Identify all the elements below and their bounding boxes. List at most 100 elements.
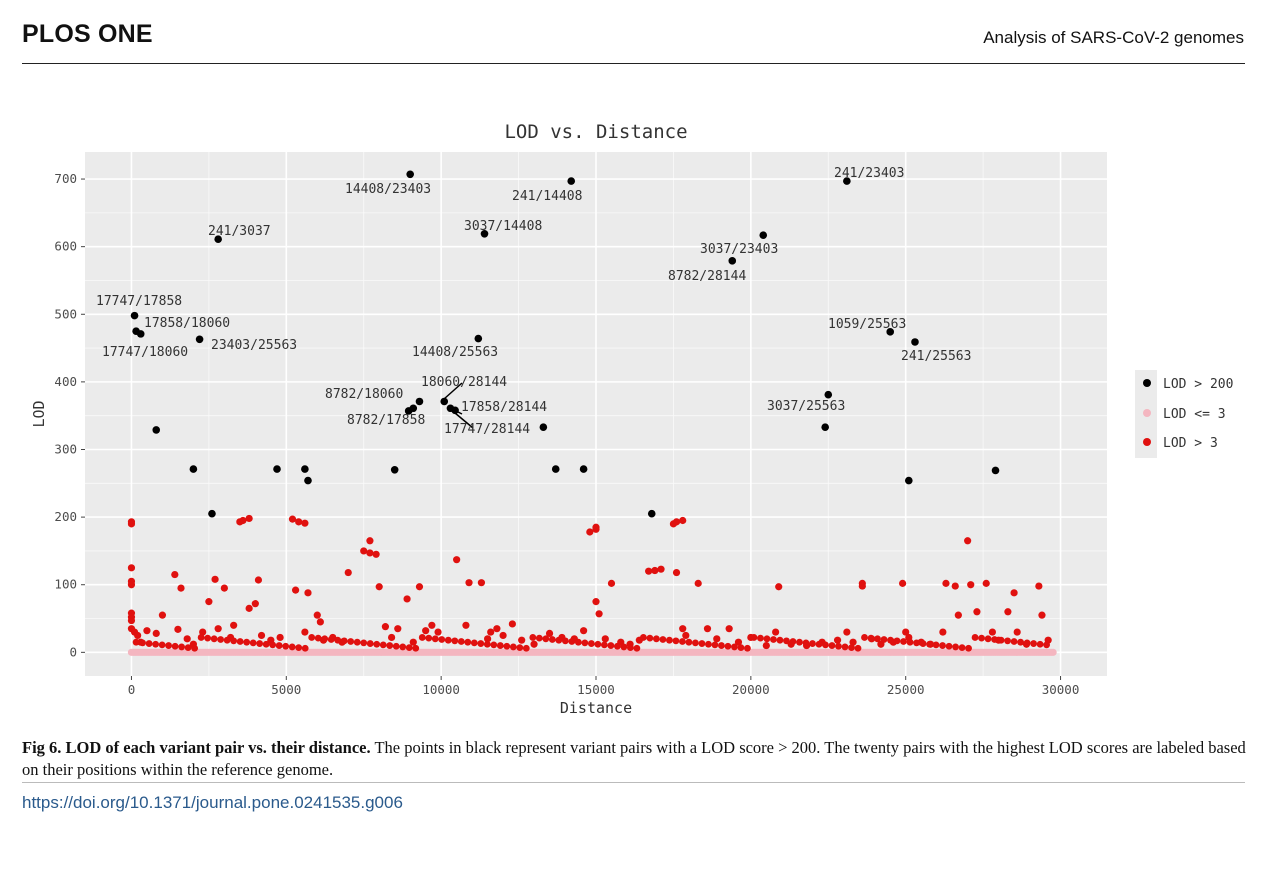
lod-gt-3-point bbox=[487, 628, 495, 636]
lod-gt-200-point bbox=[195, 335, 204, 344]
lod-gt-3-point bbox=[561, 637, 569, 645]
lod-gt-3-point bbox=[954, 611, 962, 619]
point-label: 17747/17858 bbox=[96, 294, 182, 309]
point-label: 17858/28144 bbox=[461, 400, 547, 415]
lod-gt-3-point bbox=[477, 640, 485, 647]
point-label: 18060/28144 bbox=[421, 375, 507, 390]
legend-key-lod-le-3 bbox=[1143, 409, 1151, 417]
lod-gt-3-point bbox=[174, 625, 182, 633]
lod-gt-3-point bbox=[595, 610, 603, 618]
leader-line bbox=[454, 412, 474, 429]
lod-gt-3-point bbox=[620, 643, 628, 651]
lod-gt-3-point bbox=[152, 640, 160, 648]
lod-gt-200-point bbox=[886, 328, 895, 336]
lod-gt-200-series bbox=[130, 170, 1000, 518]
point-label: 1059/25563 bbox=[828, 317, 906, 332]
lod-gt-3-point bbox=[457, 638, 465, 645]
lod-gt-3-point bbox=[750, 634, 758, 641]
caption-body: The points in black represent variant pa… bbox=[22, 738, 1246, 779]
lod-gt-3-point bbox=[470, 639, 478, 647]
lod-gt-3-point bbox=[301, 644, 309, 652]
lod-gt-3-point bbox=[913, 639, 920, 647]
lod-gt-200-point bbox=[728, 257, 737, 265]
lod-gt-3-point bbox=[530, 640, 538, 648]
lod-gt-3-point bbox=[601, 635, 609, 643]
lod-gt-3-point bbox=[592, 598, 600, 606]
lod-gt-3-point bbox=[586, 528, 594, 536]
lod-gt-3-point bbox=[316, 618, 324, 626]
lod-gt-3-point bbox=[672, 637, 680, 645]
lod-gt-3-point bbox=[991, 636, 998, 643]
doi-link[interactable]: https://doi.org/10.1371/journal.pone.024… bbox=[22, 793, 403, 812]
lod-gt-3-point bbox=[932, 641, 940, 649]
lod-gt-3-point bbox=[770, 636, 777, 643]
lod-gt-200-point bbox=[415, 397, 424, 406]
lod-gt-200-point bbox=[911, 338, 919, 346]
lod-gt-3-point bbox=[906, 638, 914, 646]
lod-gt-3-point bbox=[418, 634, 426, 641]
x-tick-label: 30000 bbox=[1042, 682, 1080, 697]
lod-gt-3-point bbox=[718, 642, 725, 649]
lod-gt-3-point bbox=[453, 556, 461, 564]
point-label: 3037/25563 bbox=[767, 399, 845, 414]
lod-gt-3-point bbox=[177, 584, 185, 592]
point-label: 3037/23403 bbox=[700, 242, 778, 257]
lod-gt-3-point bbox=[388, 633, 396, 642]
lod-gt-3-point bbox=[301, 628, 309, 636]
lod-gt-3-point bbox=[347, 638, 355, 645]
lod-gt-3-point bbox=[143, 627, 151, 635]
lod-gt-3-point bbox=[529, 634, 537, 641]
point-label: 23403/25563 bbox=[211, 338, 297, 353]
lod-gt-3-point bbox=[444, 636, 452, 644]
lod-gt-3-point bbox=[951, 582, 959, 590]
lod-gt-3-point bbox=[321, 635, 329, 643]
lod-gt-3-point bbox=[679, 625, 687, 633]
lod-gt-3-point bbox=[257, 631, 266, 640]
lod-gt-3-point bbox=[184, 644, 192, 652]
lod-gt-3-point bbox=[698, 640, 706, 647]
lod-gt-3-point bbox=[651, 566, 659, 575]
y-axis-title: LOD bbox=[30, 400, 48, 427]
lod-gt-3-point bbox=[431, 635, 439, 643]
lod-gt-3-point bbox=[652, 635, 660, 643]
lod-gt-3-point bbox=[545, 629, 554, 638]
lod-gt-3-point bbox=[692, 639, 699, 647]
lod-gt-3-point bbox=[256, 640, 264, 647]
lod-gt-3-point bbox=[835, 642, 842, 650]
lod-gt-3-point bbox=[964, 537, 972, 545]
lod-gt-3-point bbox=[789, 638, 797, 645]
lod-gt-3-point bbox=[587, 640, 595, 647]
point-label: 17858/18060 bbox=[144, 316, 230, 331]
lod-gt-3-point bbox=[251, 600, 259, 608]
y-tick-label: 300 bbox=[54, 441, 77, 456]
y-tick-label: 0 bbox=[69, 644, 77, 659]
lod-gt-3-point bbox=[518, 636, 526, 644]
point-label: 14408/23403 bbox=[345, 182, 431, 197]
lod-gt-200-point bbox=[273, 465, 281, 473]
lod-gt-3-point bbox=[757, 634, 764, 642]
y-tick-label: 700 bbox=[54, 171, 77, 186]
lod-gt-3-point bbox=[295, 518, 303, 526]
lod-gt-3-point bbox=[1023, 639, 1031, 647]
lod-gt-3-point bbox=[568, 638, 576, 645]
lod-gt-3-point bbox=[1043, 641, 1051, 649]
lod-gt-3-point bbox=[555, 636, 563, 644]
lod-gt-3-point bbox=[822, 641, 829, 649]
lod-gt-200-point bbox=[152, 426, 161, 434]
lod-gt-3-point bbox=[304, 589, 312, 597]
lod-gt-3-point bbox=[672, 568, 681, 577]
lod-gt-3-point bbox=[158, 641, 166, 649]
lod-gt-3-point bbox=[874, 635, 881, 643]
lod-gt-3-point bbox=[841, 643, 849, 651]
lod-gt-3-point bbox=[713, 635, 721, 643]
x-tick-label: 20000 bbox=[732, 682, 770, 697]
lod-gt-3-point bbox=[982, 579, 990, 587]
point-label: 14408/25563 bbox=[412, 345, 498, 360]
lod-gt-3-point bbox=[372, 550, 380, 558]
lod-gt-3-point bbox=[607, 642, 615, 649]
lod-gt-3-point bbox=[734, 638, 743, 646]
lod-gt-200-point bbox=[539, 423, 548, 431]
lod-gt-3-point bbox=[360, 639, 368, 647]
lod-gt-3-point bbox=[880, 636, 888, 643]
lod-gt-3-point bbox=[657, 565, 665, 573]
